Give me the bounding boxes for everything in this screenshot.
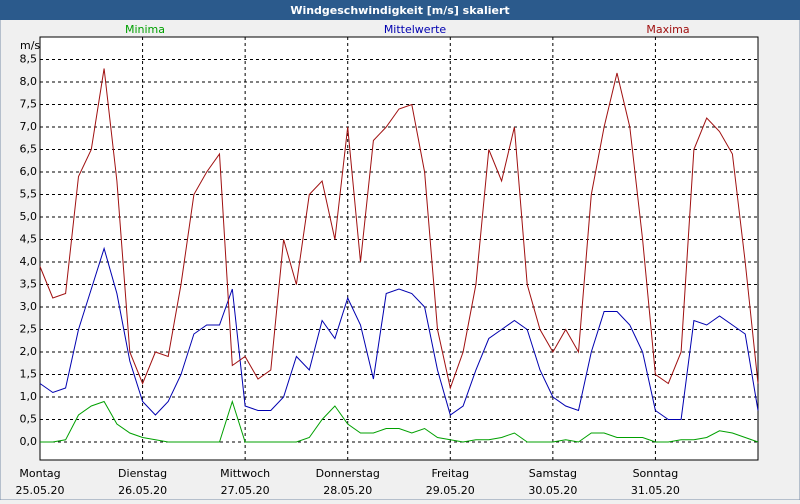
x-tick-date: 28.05.20 (323, 484, 372, 497)
legend-entry: Minima (125, 23, 165, 36)
y-tick-label: 3,5 (20, 278, 38, 291)
legend-entry: Maxima (646, 23, 689, 36)
y-tick-label: 3,0 (20, 300, 38, 313)
y-tick-label: 8,5 (20, 53, 38, 66)
x-tick-label: Sonntag (633, 467, 679, 480)
y-tick-label: 8,0 (20, 75, 38, 88)
y-tick-label: 4,0 (20, 255, 38, 268)
y-tick-label: 7,5 (20, 98, 38, 111)
y-tick-label: 0,5 (20, 413, 38, 426)
plot-area (39, 36, 759, 461)
y-tick-label: 1,5 (20, 368, 38, 381)
y-tick-label: 5,0 (20, 210, 38, 223)
x-tick-label: Samstag (529, 467, 577, 480)
y-tick-label: 2,0 (20, 345, 38, 358)
x-tick-date: 31.05.20 (631, 484, 680, 497)
y-tick-label: 0,0 (20, 435, 38, 448)
chart-title: Windgeschwindigkeit [m/s] skaliert (290, 4, 509, 17)
y-tick-label: 4,5 (20, 233, 38, 246)
x-tick-label: Montag (19, 467, 60, 480)
y-tick-label: 5,5 (20, 188, 38, 201)
y-tick-label: 1,0 (20, 390, 38, 403)
x-tick-date: 26.05.20 (118, 484, 167, 497)
x-tick-date: 27.05.20 (221, 484, 270, 497)
series-line (40, 399, 759, 443)
x-tick-label: Donnerstag (316, 467, 380, 480)
y-tick-label: 6,0 (20, 165, 38, 178)
y-tick-label: 7,0 (20, 120, 38, 133)
x-tick-label: Dienstag (118, 467, 167, 480)
y-tick-label: 6,5 (20, 143, 38, 156)
y-tick-label: 2,5 (20, 323, 38, 336)
series-line (39, 246, 759, 420)
legend-entry: Mittelwerte (384, 23, 447, 36)
x-tick-date: 30.05.20 (528, 484, 577, 497)
series-line (39, 68, 759, 390)
x-tick-date: 29.05.20 (426, 484, 475, 497)
title-bar (0, 0, 800, 20)
x-tick-date: 25.05.20 (16, 484, 65, 497)
x-tick-label: Freitag (431, 467, 469, 480)
x-tick-label: Mittwoch (220, 467, 270, 480)
y-unit: m/s (20, 39, 40, 52)
